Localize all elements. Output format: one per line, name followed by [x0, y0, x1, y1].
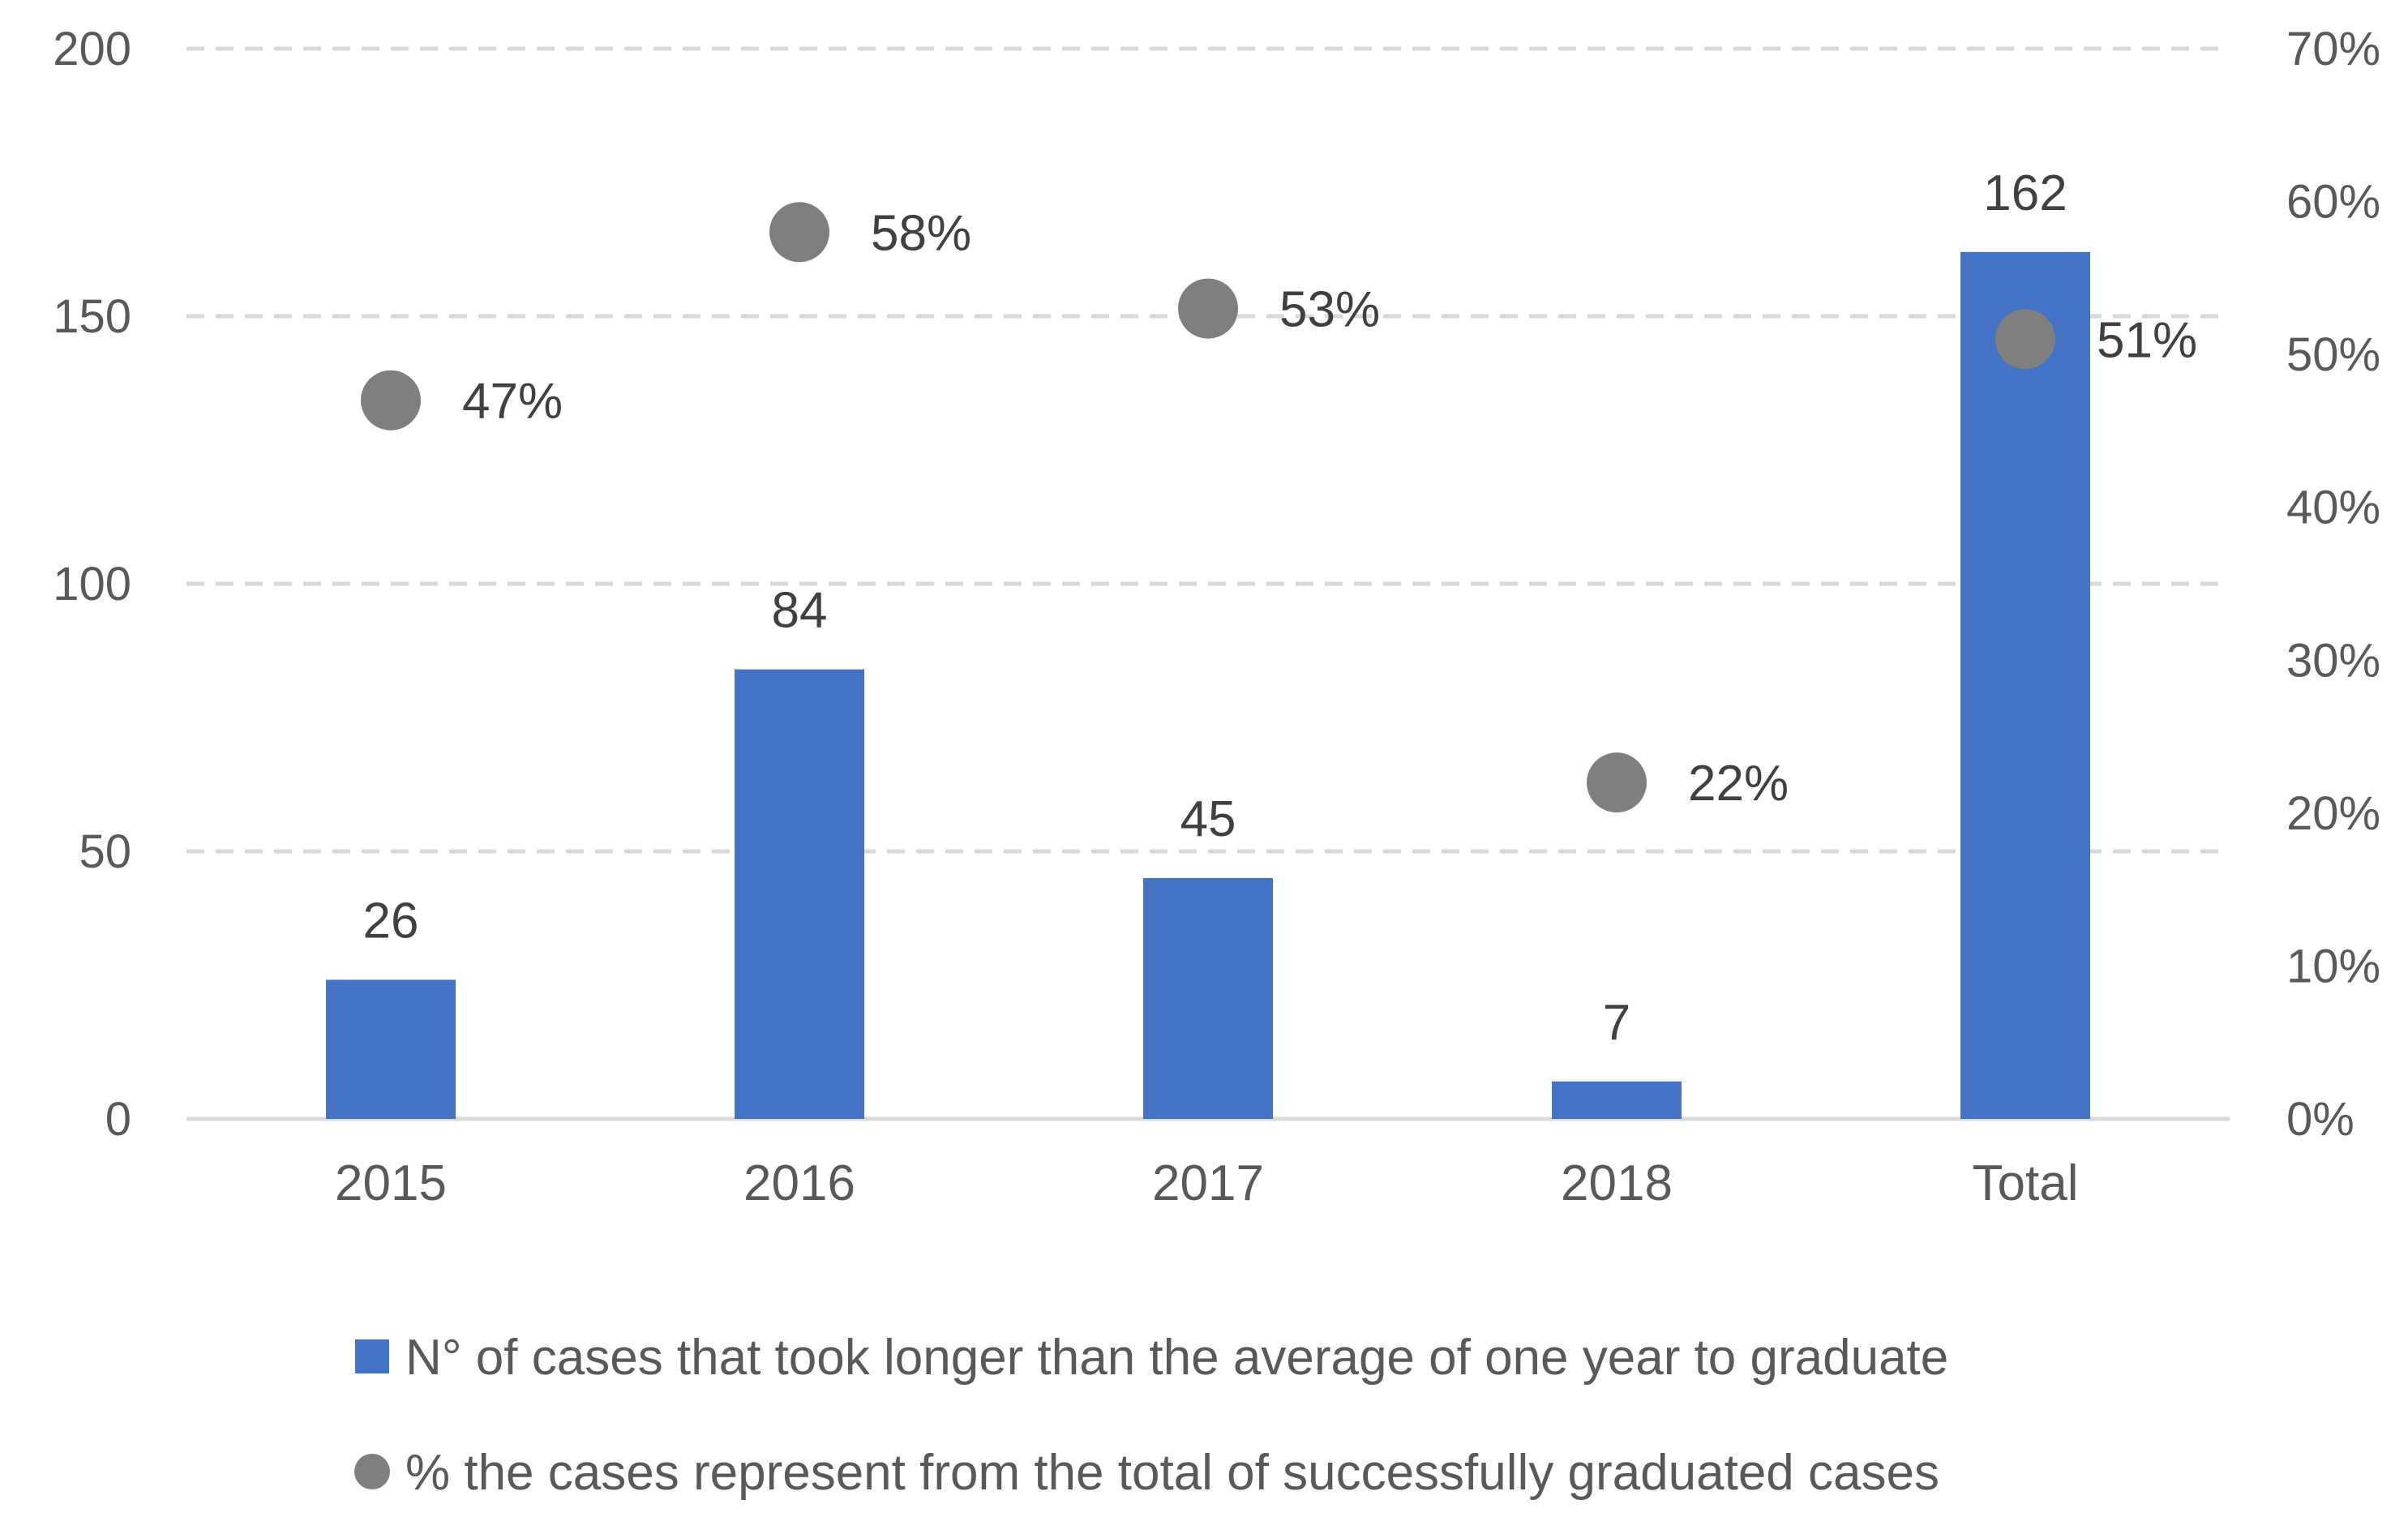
dot-data-label: 22%	[1688, 756, 1789, 812]
dot-data-label: 51%	[2097, 312, 2197, 368]
y-left-tick-label: 50	[79, 825, 131, 878]
bar-data-label: 162	[1983, 165, 2067, 221]
bar	[1143, 878, 1273, 1119]
y-right-tick-label: 60%	[2286, 176, 2380, 229]
x-tick-label: 2016	[743, 1155, 855, 1211]
bar	[1552, 1081, 1682, 1119]
y-right-tick-label: 70%	[2286, 23, 2380, 75]
bar	[326, 979, 456, 1119]
bar-data-label: 7	[1603, 995, 1630, 1051]
legend: N° of cases that took longer than the av…	[354, 1330, 1948, 1501]
dot	[1995, 309, 2055, 370]
bar-series	[326, 251, 2090, 1119]
dot-data-label: 58%	[871, 205, 971, 261]
y-right-tick-label: 30%	[2286, 634, 2380, 687]
bar	[1960, 251, 2090, 1119]
dot	[769, 202, 829, 263]
legend-bar-label: N° of cases that took longer than the av…	[405, 1330, 1948, 1386]
y-right-tick-label: 0%	[2286, 1093, 2354, 1146]
bar-data-label: 45	[1180, 791, 1236, 847]
y-right-tick-label: 20%	[2286, 787, 2380, 840]
legend-bar-swatch	[355, 1339, 389, 1373]
x-tick-label: 2015	[335, 1155, 447, 1211]
x-tick-label: 2017	[1152, 1155, 1264, 1211]
dot	[1587, 752, 1647, 813]
dot	[1178, 278, 1238, 339]
data-labels: 26 84 45 7 162 47% 58% 53% 22% 51%	[363, 165, 2198, 1051]
dot-series	[361, 202, 2055, 813]
bar	[735, 669, 864, 1119]
y-right-tick-label: 40%	[2286, 482, 2380, 534]
dot-data-label: 53%	[1279, 282, 1380, 338]
y-left-tick-label: 100	[53, 558, 131, 611]
x-tick-label: Total	[1973, 1155, 2079, 1211]
y-left-tick-label: 200	[53, 23, 131, 75]
y-right-tick-label: 50%	[2286, 328, 2380, 381]
y-right-tick-label: 10%	[2286, 940, 2380, 992]
legend-dot-swatch	[354, 1454, 390, 1489]
legend-dot-label: % the cases represent from the total of …	[405, 1445, 1939, 1501]
gridlines	[186, 46, 2230, 854]
x-tick-label: 2018	[1561, 1155, 1673, 1211]
bar-data-label: 26	[363, 893, 419, 949]
y-left-tick-label: 0	[105, 1093, 131, 1146]
dot	[361, 370, 421, 431]
axes: 0 50 100 150 200 0% 10% 20% 30% 40% 50% 60% 70% 2015 2…	[53, 23, 2380, 1211]
y-left-tick-label: 150	[53, 290, 131, 343]
dot-data-label: 47%	[462, 374, 563, 430]
bar-data-label: 84	[772, 583, 828, 639]
